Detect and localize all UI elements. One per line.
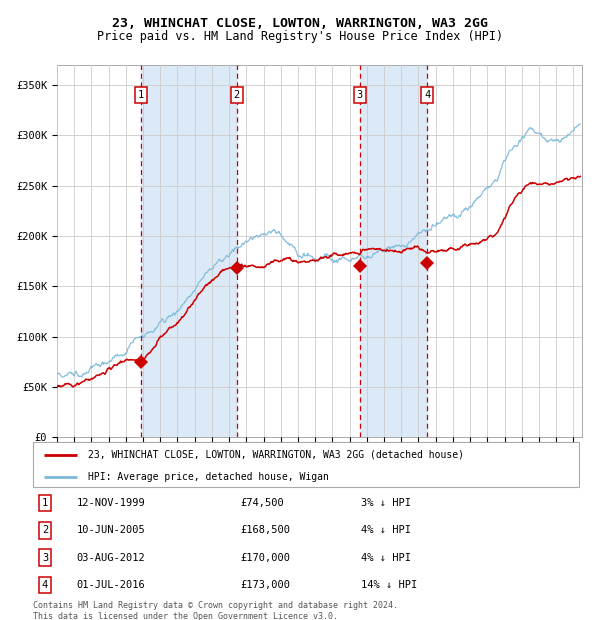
Text: 3: 3 [356, 91, 363, 100]
Text: 3% ↓ HPI: 3% ↓ HPI [361, 498, 410, 508]
Text: 1: 1 [138, 91, 144, 100]
Text: 4% ↓ HPI: 4% ↓ HPI [361, 552, 410, 562]
Text: 4: 4 [42, 580, 48, 590]
Text: 4% ↓ HPI: 4% ↓ HPI [361, 526, 410, 536]
Text: Price paid vs. HM Land Registry's House Price Index (HPI): Price paid vs. HM Land Registry's House … [97, 30, 503, 43]
Text: 12-NOV-1999: 12-NOV-1999 [77, 498, 145, 508]
Text: 4: 4 [424, 91, 430, 100]
Text: £173,000: £173,000 [241, 580, 290, 590]
Text: 3: 3 [42, 552, 48, 562]
Text: 14% ↓ HPI: 14% ↓ HPI [361, 580, 417, 590]
Text: £74,500: £74,500 [241, 498, 284, 508]
Text: 1: 1 [42, 498, 48, 508]
Bar [359, 65, 427, 437]
FancyBboxPatch shape [33, 442, 579, 487]
Text: Contains HM Land Registry data © Crown copyright and database right 2024.
This d: Contains HM Land Registry data © Crown c… [33, 601, 398, 620]
Text: 03-AUG-2012: 03-AUG-2012 [77, 552, 145, 562]
Text: 2: 2 [42, 526, 48, 536]
Text: 01-JUL-2016: 01-JUL-2016 [77, 580, 145, 590]
Text: 23, WHINCHAT CLOSE, LOWTON, WARRINGTON, WA3 2GG: 23, WHINCHAT CLOSE, LOWTON, WARRINGTON, … [112, 17, 488, 30]
Text: 10-JUN-2005: 10-JUN-2005 [77, 526, 145, 536]
Bar [141, 65, 237, 437]
Text: 23, WHINCHAT CLOSE, LOWTON, WARRINGTON, WA3 2GG (detached house): 23, WHINCHAT CLOSE, LOWTON, WARRINGTON, … [88, 450, 464, 459]
Text: 2: 2 [233, 91, 240, 100]
Text: £168,500: £168,500 [241, 526, 290, 536]
Text: HPI: Average price, detached house, Wigan: HPI: Average price, detached house, Wiga… [88, 472, 328, 482]
Text: £170,000: £170,000 [241, 552, 290, 562]
